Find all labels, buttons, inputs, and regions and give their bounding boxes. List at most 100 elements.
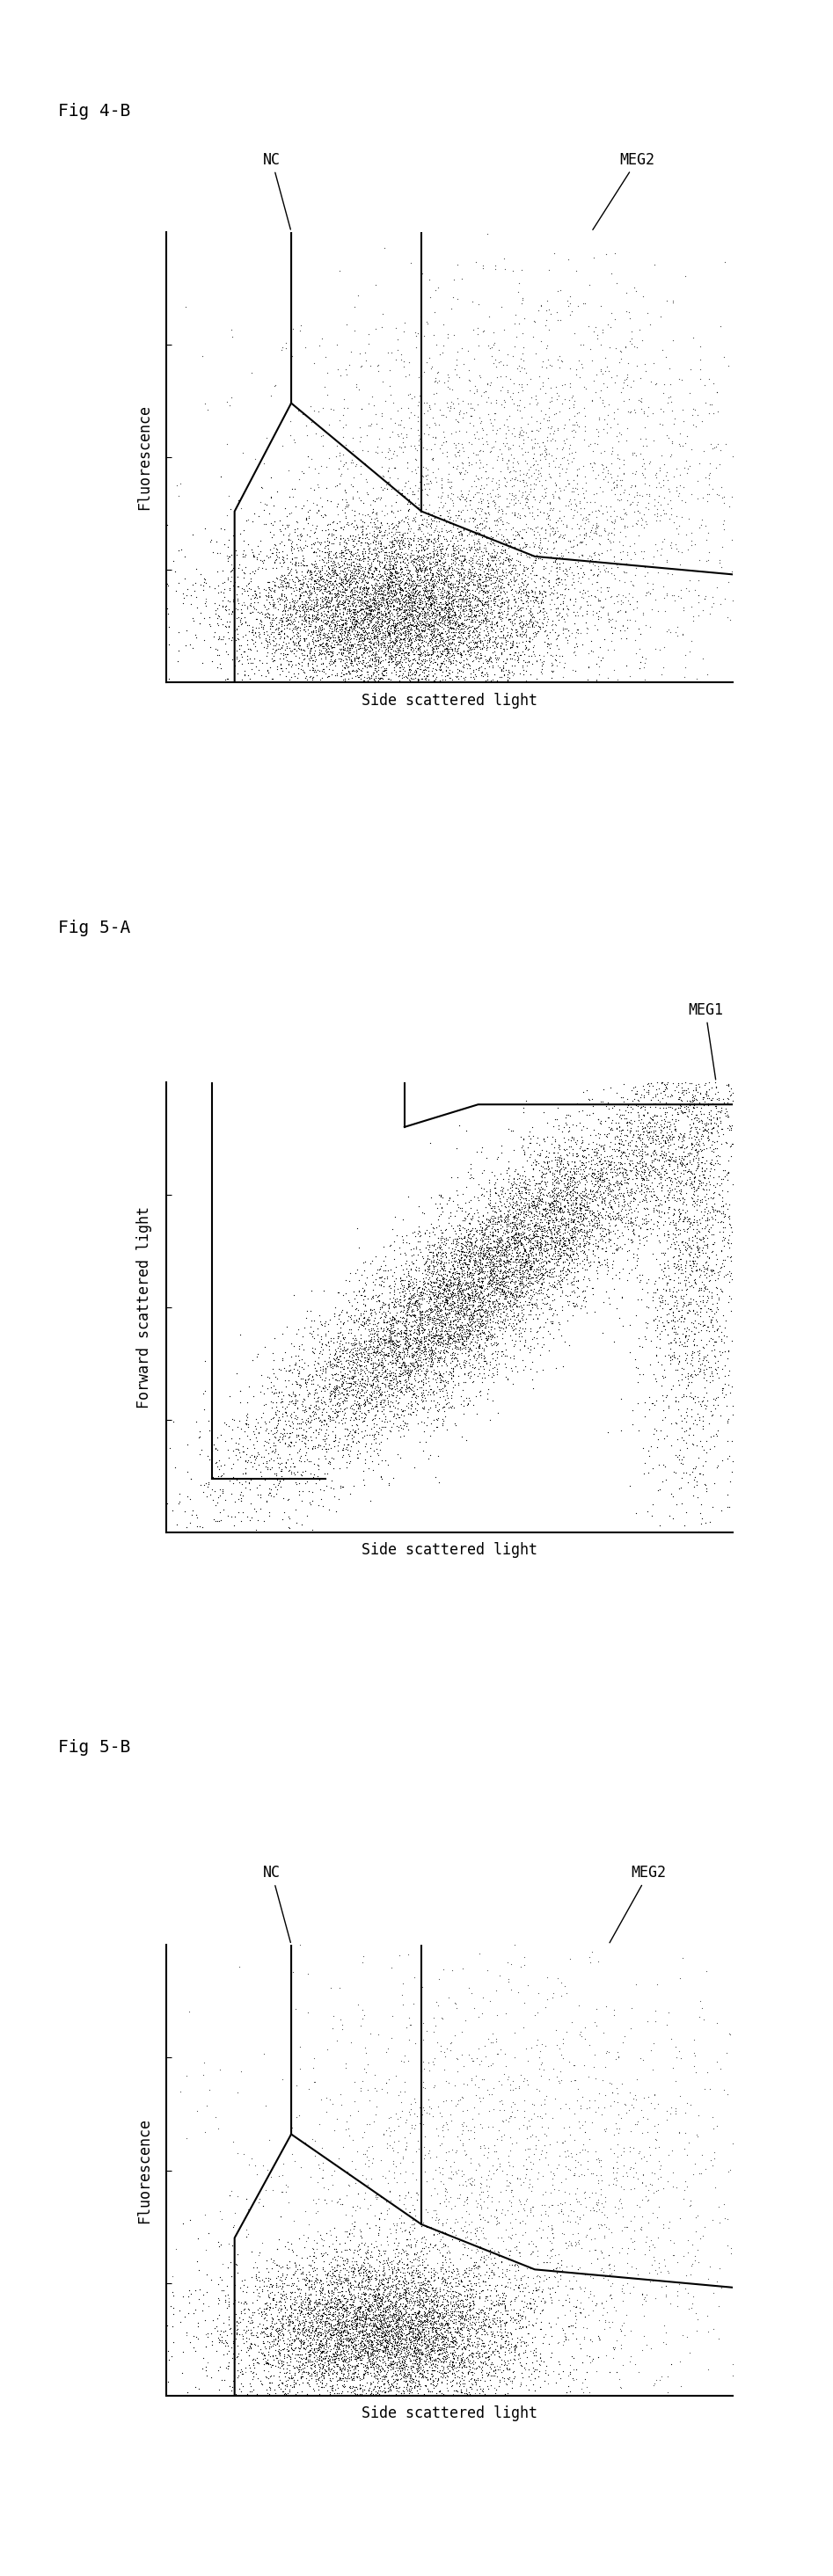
- Point: [543, 1265, 556, 1306]
- Point: [443, 631, 456, 672]
- Point: [392, 629, 405, 670]
- Point: [724, 1373, 737, 1414]
- Point: [555, 1267, 568, 1309]
- Point: [377, 227, 391, 268]
- Point: [475, 1249, 488, 1291]
- Point: [472, 1236, 486, 1278]
- Point: [504, 479, 517, 520]
- Point: [358, 1296, 372, 1337]
- Point: [691, 1236, 704, 1278]
- Point: [451, 422, 465, 464]
- Point: [294, 2357, 307, 2398]
- Point: [327, 551, 341, 592]
- Point: [311, 2190, 324, 2231]
- Point: [307, 582, 321, 623]
- Point: [463, 572, 476, 613]
- Point: [332, 1311, 345, 1352]
- Point: [260, 2308, 273, 2349]
- Point: [423, 1435, 436, 1476]
- Point: [349, 1347, 362, 1388]
- Point: [317, 608, 331, 649]
- Point: [547, 1193, 561, 1234]
- Point: [435, 1316, 448, 1358]
- Point: [395, 538, 408, 580]
- Point: [545, 2205, 558, 2246]
- Point: [549, 1139, 562, 1180]
- Point: [274, 2285, 287, 2326]
- Point: [476, 1260, 489, 1301]
- Point: [566, 291, 579, 332]
- Point: [388, 2293, 402, 2334]
- Point: [371, 1358, 384, 1399]
- Point: [322, 2251, 335, 2293]
- Point: [397, 600, 410, 641]
- Point: [396, 2228, 409, 2269]
- Point: [581, 1123, 595, 1164]
- Point: [451, 629, 465, 670]
- Point: [439, 2272, 452, 2313]
- Point: [421, 2262, 434, 2303]
- Point: [293, 574, 307, 616]
- Point: [414, 1303, 427, 1345]
- Point: [440, 2326, 453, 2367]
- Point: [329, 1332, 342, 1373]
- Point: [328, 544, 342, 585]
- Point: [308, 605, 322, 647]
- Point: [432, 587, 446, 629]
- Point: [166, 1489, 179, 1530]
- Point: [380, 513, 393, 554]
- Point: [590, 1208, 603, 1249]
- Point: [471, 417, 485, 459]
- Point: [441, 572, 455, 613]
- Point: [421, 623, 434, 665]
- Point: [580, 1293, 593, 1334]
- Point: [260, 2282, 273, 2324]
- Point: [346, 2251, 359, 2293]
- Point: [398, 1352, 412, 1394]
- Point: [569, 1206, 582, 1247]
- Point: [505, 2123, 518, 2164]
- Point: [423, 2336, 436, 2378]
- Point: [420, 1316, 433, 1358]
- Point: [452, 2324, 466, 2365]
- Point: [531, 1188, 545, 1229]
- Point: [561, 1095, 575, 1136]
- Point: [570, 456, 583, 497]
- Point: [329, 2277, 342, 2318]
- Point: [463, 2290, 476, 2331]
- Point: [237, 569, 250, 611]
- Point: [333, 641, 347, 683]
- Point: [557, 363, 571, 404]
- Point: [298, 1440, 312, 1481]
- Point: [506, 1275, 520, 1316]
- Point: [489, 1285, 502, 1327]
- Point: [401, 2313, 414, 2354]
- Point: [467, 1244, 481, 1285]
- Point: [548, 1172, 561, 1213]
- Point: [531, 639, 544, 680]
- Point: [679, 422, 692, 464]
- Point: [295, 2287, 308, 2329]
- Point: [371, 2318, 384, 2360]
- Point: [568, 1141, 581, 1182]
- Point: [348, 600, 362, 641]
- Point: [456, 541, 469, 582]
- Point: [372, 629, 385, 670]
- Point: [283, 2303, 297, 2344]
- Point: [336, 531, 349, 572]
- Point: [478, 1208, 491, 1249]
- Point: [337, 1427, 350, 1468]
- Point: [407, 2282, 421, 2324]
- Point: [292, 2290, 306, 2331]
- Point: [337, 554, 351, 595]
- Point: [671, 608, 685, 649]
- Point: [486, 1226, 500, 1267]
- Point: [551, 1211, 564, 1252]
- Point: [565, 2136, 578, 2177]
- Point: [382, 549, 396, 590]
- Point: [700, 1103, 713, 1144]
- Point: [352, 1352, 365, 1394]
- Point: [424, 1239, 437, 1280]
- Point: [612, 412, 626, 453]
- Point: [681, 1293, 695, 1334]
